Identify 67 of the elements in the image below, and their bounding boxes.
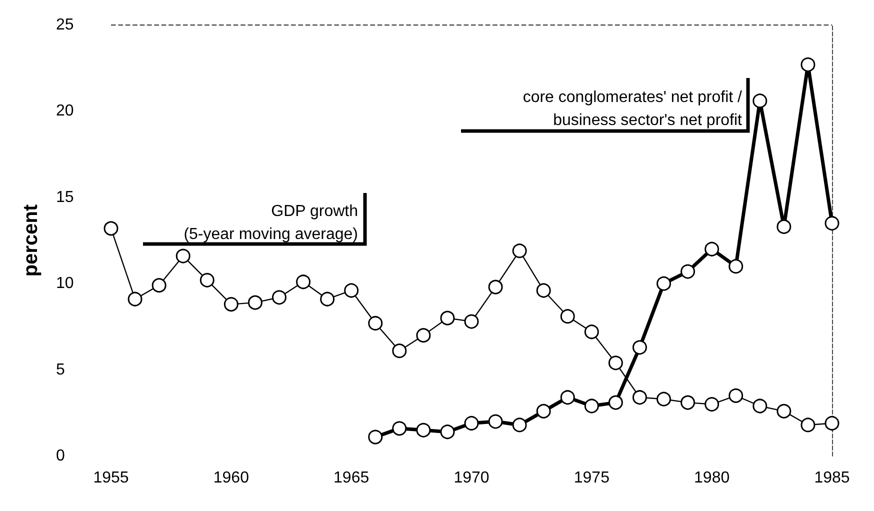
point [488,414,503,429]
point [608,356,623,370]
point [560,390,575,405]
point [176,248,190,264]
x-tick-label: 1975 [574,470,610,486]
y-tick-label: 20 [56,102,74,120]
y-tick-label: 0 [56,448,65,464]
point [680,395,696,410]
x-tick-label: 1955 [93,470,129,486]
x-tick-label: 1980 [694,470,730,486]
point [440,424,455,440]
point [248,295,262,310]
x-tick-label: 1970 [454,470,490,486]
point [752,398,768,414]
point [584,398,599,414]
point [824,216,840,231]
point [320,292,335,306]
point [128,292,142,306]
point [752,94,768,108]
point [632,390,647,405]
y-tick-label: 25 [56,16,74,34]
point [776,219,792,234]
point [584,324,599,340]
y-tick-label: 10 [56,275,74,292]
point [272,290,286,305]
point [464,314,479,329]
point [368,316,383,330]
point [296,274,311,290]
point [536,404,551,418]
x-tick-label: 1965 [334,470,370,486]
point [536,283,551,298]
point [656,392,672,406]
point [416,422,431,438]
point [512,418,527,432]
point [512,244,527,258]
point [392,344,407,358]
point [704,397,720,412]
point [368,430,383,444]
series-label: GDP growth (5-year moving average) [184,203,358,243]
point [344,283,359,298]
point [776,404,792,418]
point [608,395,623,410]
y-axis-title: percent [20,204,42,277]
y-tick-label: 5 [56,361,65,378]
x-tick-label: 1960 [213,470,250,486]
x-tick-label: 1985 [814,470,850,486]
point [704,242,720,256]
point [728,259,744,274]
point [632,340,647,355]
point [488,280,503,294]
y-tick-label: 15 [56,188,74,206]
point [800,57,816,72]
point [416,328,431,343]
point [440,310,455,326]
point [224,297,238,312]
point [656,276,672,291]
series-label: core conglomerates' net profit / business sector's net profit [522,89,743,129]
point [392,421,407,436]
point [560,309,575,324]
point [800,418,816,432]
point [464,416,479,430]
point [152,278,166,293]
point [680,264,696,279]
point [104,221,118,236]
point [200,272,214,288]
point [728,388,744,403]
point [824,416,840,430]
